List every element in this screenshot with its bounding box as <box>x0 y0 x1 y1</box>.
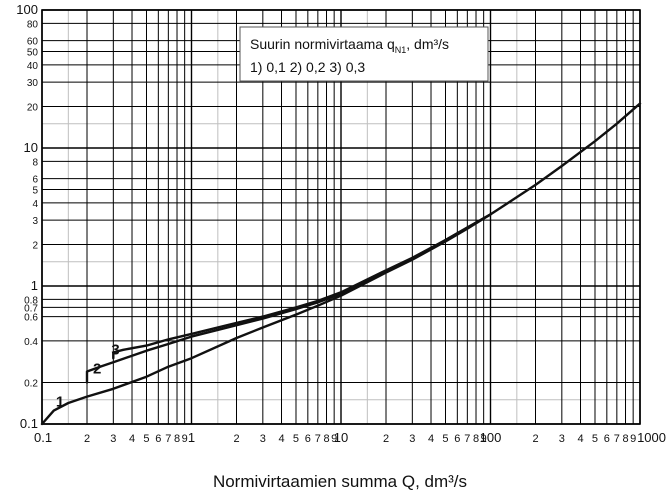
x-tick-label: 8 <box>323 433 329 445</box>
x-tick-label: 3 <box>110 433 116 445</box>
y-tick-label: 10 <box>24 140 38 155</box>
x-tick-label: 10 <box>334 430 348 445</box>
series-1-curve <box>40 102 642 426</box>
legend-title-subscript: N1 <box>395 45 407 55</box>
x-tick-label: 2 <box>84 433 90 445</box>
x-tick-label: 8 <box>622 433 628 445</box>
series-3-label: 3 <box>111 341 119 358</box>
x-tick-label: 7 <box>315 433 321 445</box>
y-tick-label: 0.4 <box>24 337 38 348</box>
y-tick-label: 5 <box>32 186 38 197</box>
x-tick-label: 3 <box>559 433 565 445</box>
x-tick-label: 2 <box>532 433 538 445</box>
y-tick-label: 80 <box>27 19 39 30</box>
x-tick-label: 5 <box>442 433 448 445</box>
legend-title: Suurin normivirtaama qN1, dm³/s <box>250 36 449 55</box>
x-axis-label: Normivirtaamien summa Q, dm³/s <box>213 472 467 491</box>
y-tick-label: 2 <box>32 240 38 251</box>
series-2-curve <box>85 213 492 384</box>
plot-frame <box>41 9 641 425</box>
y-tick-label: 60 <box>27 37 39 48</box>
y-tick-label: 50 <box>27 48 39 59</box>
x-tick-label: 6 <box>305 433 311 445</box>
x-tick-label: 8 <box>473 433 479 445</box>
y-tick-label: 8 <box>32 157 38 168</box>
x-tick-label: 9 <box>331 433 337 445</box>
x-tick-label: 8 <box>174 433 180 445</box>
series-2-label: 2 <box>93 361 101 378</box>
x-tick-label: 9 <box>182 433 188 445</box>
x-tick-label: 100 <box>480 430 502 445</box>
y-tick-label: 0.6 <box>24 313 38 324</box>
x-tick-label: 7 <box>614 433 620 445</box>
y-tick-label: 4 <box>32 199 38 210</box>
x-tick-label: 3 <box>260 433 266 445</box>
x-tick-label: 4 <box>278 433 284 445</box>
y-tick-label: 0.7 <box>24 303 38 314</box>
x-tick-label: 3 <box>409 433 415 445</box>
series-curves: 1 23 <box>40 102 642 426</box>
legend-title-main: Suurin normivirtaama q <box>250 36 395 52</box>
y-tick-label: 0.1 <box>20 416 38 431</box>
y-tick-label: 30 <box>27 78 39 89</box>
x-tick-label: 4 <box>428 433 434 445</box>
x-tick-label: 5 <box>592 433 598 445</box>
x-tick-label: 2 <box>233 433 239 445</box>
y-tick-label: 100 <box>16 2 38 17</box>
x-tick-label: 4 <box>129 433 135 445</box>
x-tick-label: 6 <box>454 433 460 445</box>
y-tick-label: 6 <box>32 175 38 186</box>
legend-entries: 1) 0,1 2) 0,2 3) 0,3 <box>250 59 365 75</box>
x-tick-label: 9 <box>481 433 487 445</box>
x-tick-label: 7 <box>464 433 470 445</box>
x-tick-label: 5 <box>293 433 299 445</box>
x-tick-label: 4 <box>577 433 583 445</box>
x-tick-label: 7 <box>165 433 171 445</box>
x-tick-label: 9 <box>630 433 636 445</box>
y-tick-label: 0.2 <box>24 378 38 389</box>
x-tick-label: 1000 <box>637 430 666 445</box>
legend-box <box>239 26 489 82</box>
y-tick-label: 20 <box>27 102 39 113</box>
legend: Suurin normivirtaama qN1, dm³/s 1) 0,1 2… <box>239 26 489 82</box>
x-tick-label: 0.1 <box>34 430 52 445</box>
x-tick-label: 1 <box>188 430 195 445</box>
y-tick-label: 40 <box>27 61 39 72</box>
y-tick-label: 0.8 <box>24 295 38 306</box>
x-tick-label: 6 <box>604 433 610 445</box>
y-tick-label: 3 <box>32 216 38 227</box>
series-3-curve <box>112 213 492 360</box>
series-1-label: 1 <box>56 394 64 411</box>
x-tick-label: 2 <box>383 433 389 445</box>
x-tick-label: 6 <box>155 433 161 445</box>
x-tick-label: 5 <box>143 433 149 445</box>
y-tick-label: 1 <box>31 278 38 293</box>
gridlines <box>41 9 641 425</box>
legend-title-unit: , dm³/s <box>406 36 449 52</box>
